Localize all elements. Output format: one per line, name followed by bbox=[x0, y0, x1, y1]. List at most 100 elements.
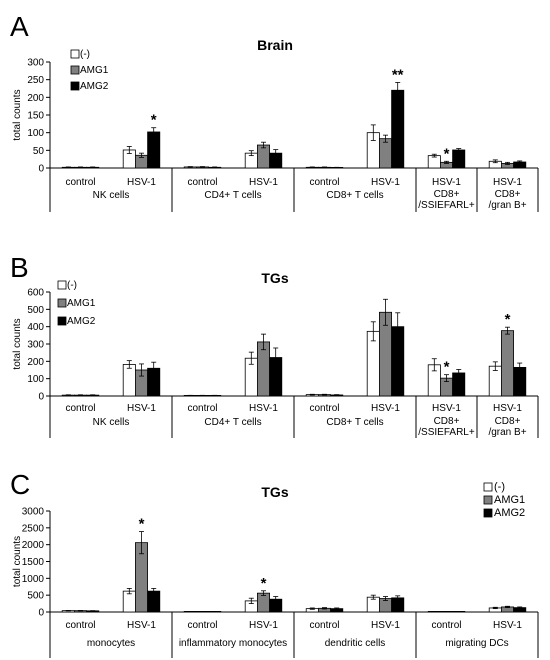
y-tick-label: 100 bbox=[27, 128, 44, 139]
group-label: NK cells bbox=[93, 190, 130, 201]
bar bbox=[256, 592, 270, 613]
y-tick-label: 150 bbox=[27, 111, 44, 122]
y-tick-label: 400 bbox=[27, 322, 44, 333]
significance-marker: * bbox=[505, 311, 511, 328]
group-label: CD4+ T cells bbox=[204, 417, 261, 428]
group-label: /gran B+ bbox=[488, 200, 526, 211]
legend-swatch bbox=[57, 280, 67, 290]
legend-item: AMG1 bbox=[57, 298, 96, 309]
x-tick-label: HSV-1 bbox=[493, 177, 522, 188]
y-axis-label: total counts bbox=[12, 318, 23, 369]
bar bbox=[147, 590, 161, 613]
y-tick-label: 2500 bbox=[22, 523, 45, 534]
x-tick-label: control bbox=[309, 620, 339, 631]
bar bbox=[452, 149, 466, 169]
y-tick-label: 500 bbox=[27, 305, 44, 316]
x-tick-label: control bbox=[65, 403, 95, 414]
x-tick-label: control bbox=[65, 177, 95, 188]
y-tick-label: 300 bbox=[27, 58, 44, 69]
x-tick-label: HSV-1 bbox=[432, 177, 461, 188]
group-label: CD8+ bbox=[495, 189, 521, 200]
x-tick-label: HSV-1 bbox=[249, 177, 278, 188]
chart-panel-B: B TGs 0 100 200 300 400 500 600 total counts contr… bbox=[10, 252, 539, 438]
x-tick-label: control bbox=[187, 403, 217, 414]
group-label: monocytes bbox=[87, 638, 135, 649]
y-axis-label: total counts bbox=[12, 89, 23, 140]
x-tick-label: control bbox=[431, 620, 461, 631]
legend-label: AMG1 bbox=[67, 298, 96, 309]
bar bbox=[147, 131, 161, 169]
chart-panel-C: C TGs 0 500 1000 1500 2000 2500 3000 total counts… bbox=[10, 469, 539, 658]
bar bbox=[500, 330, 514, 397]
panel-letter: A bbox=[10, 11, 29, 42]
group-label: /SSIEFARL+ bbox=[418, 427, 475, 438]
bar bbox=[256, 144, 270, 169]
bar bbox=[122, 364, 136, 397]
group-label: /SSIEFARL+ bbox=[418, 200, 475, 211]
x-tick-label: HSV-1 bbox=[493, 620, 522, 631]
legend-item: AMG2 bbox=[483, 507, 525, 519]
x-tick-label: control bbox=[187, 620, 217, 631]
significance-marker: * bbox=[444, 145, 450, 162]
legend-label: AMG2 bbox=[494, 507, 525, 519]
legend-label: (-) bbox=[67, 280, 77, 291]
x-tick-label: HSV-1 bbox=[249, 403, 278, 414]
legend-label: AMG2 bbox=[67, 316, 96, 327]
x-tick-label: control bbox=[309, 177, 339, 188]
legend-item: AMG1 bbox=[483, 494, 525, 506]
legend-label: (-) bbox=[80, 49, 90, 60]
legend-label: (-) bbox=[494, 481, 505, 493]
legend-swatch bbox=[57, 316, 67, 326]
x-tick-label: HSV-1 bbox=[127, 177, 156, 188]
chart-title: TGs bbox=[261, 270, 288, 286]
y-tick-label: 300 bbox=[27, 340, 44, 351]
y-tick-label: 500 bbox=[27, 591, 44, 602]
legend-item: AMG2 bbox=[57, 316, 96, 327]
legend-swatch bbox=[70, 81, 80, 91]
significance-marker: * bbox=[261, 575, 267, 592]
group-label: CD8+ bbox=[434, 189, 460, 200]
legend-label: AMG1 bbox=[80, 65, 109, 76]
chart-title: Brain bbox=[257, 37, 293, 53]
legend-label: AMG2 bbox=[80, 81, 109, 92]
y-tick-label: 1500 bbox=[22, 557, 45, 568]
x-tick-label: HSV-1 bbox=[432, 403, 461, 414]
x-tick-label: control bbox=[65, 620, 95, 631]
bar bbox=[427, 155, 441, 169]
y-tick-label: 250 bbox=[27, 75, 44, 86]
legend-item: (-) bbox=[70, 49, 90, 60]
group-label: /gran B+ bbox=[488, 427, 526, 438]
group-label: CD4+ T cells bbox=[204, 190, 261, 201]
legend: (-) AMG1 AMG2 bbox=[70, 49, 109, 92]
y-tick-label: 0 bbox=[38, 392, 44, 403]
group-label: CD8+ T cells bbox=[326, 417, 383, 428]
y-tick-label: 2000 bbox=[22, 540, 45, 551]
y-tick-label: 200 bbox=[27, 357, 44, 368]
legend-item: (-) bbox=[57, 280, 77, 291]
legend-item: AMG2 bbox=[70, 81, 109, 92]
significance-marker: * bbox=[139, 516, 145, 533]
bar bbox=[391, 89, 405, 169]
group-label: migrating DCs bbox=[445, 638, 508, 649]
group-label: inflammatory monocytes bbox=[179, 638, 287, 649]
x-tick-label: HSV-1 bbox=[371, 403, 400, 414]
bar bbox=[122, 590, 136, 613]
legend-item: (-) bbox=[483, 481, 505, 493]
legend-swatch bbox=[483, 495, 493, 505]
legend-item: AMG1 bbox=[70, 65, 109, 76]
y-tick-label: 200 bbox=[27, 93, 44, 104]
y-tick-label: 1000 bbox=[22, 574, 45, 585]
chart-title: TGs bbox=[261, 484, 288, 500]
significance-marker: * bbox=[444, 359, 450, 376]
y-axis-label: total counts bbox=[12, 536, 23, 587]
legend-swatch bbox=[483, 508, 493, 518]
legend: (-) AMG1 AMG2 bbox=[57, 280, 96, 327]
chart-panel-A: A Brain 0 50 100 150 200 250 300 total counts cont… bbox=[10, 11, 539, 212]
x-tick-label: HSV-1 bbox=[371, 620, 400, 631]
y-tick-label: 100 bbox=[27, 374, 44, 385]
legend-swatch bbox=[70, 65, 80, 75]
y-tick-label: 0 bbox=[38, 164, 44, 175]
y-tick-label: 0 bbox=[38, 608, 44, 619]
